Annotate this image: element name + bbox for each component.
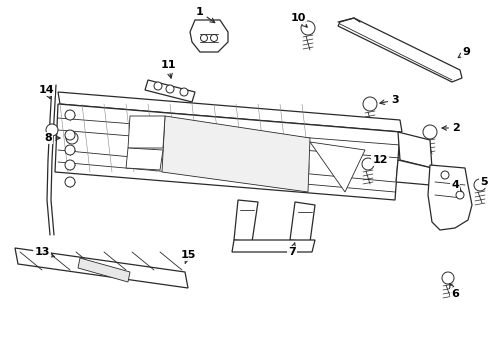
Circle shape [65, 130, 75, 140]
Circle shape [211, 35, 218, 41]
Circle shape [154, 82, 162, 90]
Circle shape [180, 88, 188, 96]
Circle shape [362, 158, 374, 170]
Circle shape [65, 145, 75, 155]
Circle shape [363, 97, 377, 111]
Polygon shape [396, 160, 432, 185]
Circle shape [46, 124, 58, 136]
Circle shape [65, 110, 75, 120]
Circle shape [65, 177, 75, 187]
Polygon shape [232, 240, 315, 252]
Circle shape [441, 171, 449, 179]
Circle shape [166, 85, 174, 93]
Polygon shape [128, 116, 165, 148]
Circle shape [301, 21, 315, 35]
Polygon shape [310, 142, 365, 192]
Polygon shape [398, 132, 432, 168]
Text: 15: 15 [180, 250, 196, 264]
Text: 6: 6 [450, 284, 459, 299]
Polygon shape [290, 202, 315, 242]
Text: 10: 10 [290, 13, 307, 27]
Text: 13: 13 [34, 247, 54, 257]
Circle shape [65, 160, 75, 170]
Circle shape [474, 179, 486, 191]
Text: 4: 4 [451, 180, 462, 192]
Polygon shape [145, 80, 195, 102]
Polygon shape [162, 116, 310, 192]
Text: 8: 8 [44, 133, 60, 143]
Polygon shape [126, 148, 163, 170]
Polygon shape [428, 165, 472, 230]
Text: 1: 1 [196, 7, 215, 23]
Text: 3: 3 [380, 95, 399, 105]
Polygon shape [338, 18, 462, 82]
Circle shape [456, 191, 464, 199]
Text: 11: 11 [160, 60, 176, 78]
Text: 14: 14 [38, 85, 54, 99]
Text: 5: 5 [480, 177, 488, 187]
Circle shape [200, 35, 207, 41]
Polygon shape [234, 200, 258, 242]
Circle shape [66, 132, 78, 144]
Circle shape [423, 125, 437, 139]
Polygon shape [58, 92, 402, 132]
Text: 12: 12 [372, 155, 388, 165]
Text: 9: 9 [458, 47, 470, 58]
Polygon shape [55, 104, 400, 200]
Polygon shape [78, 258, 130, 282]
Polygon shape [190, 20, 228, 52]
Text: 7: 7 [288, 243, 296, 257]
Circle shape [442, 272, 454, 284]
Polygon shape [15, 248, 188, 288]
Text: 2: 2 [442, 123, 460, 133]
